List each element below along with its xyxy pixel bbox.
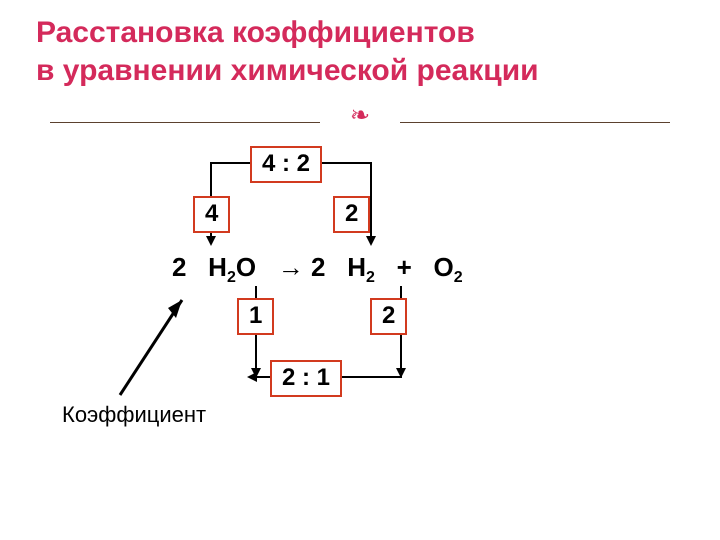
- eq-plus-icon: +: [397, 252, 412, 282]
- box-oxygen-left: 1: [237, 298, 274, 335]
- divider-rule-right: [400, 122, 670, 123]
- top-bracket-arrowhead-left: [206, 236, 216, 246]
- eq-product-1: H2: [347, 252, 375, 282]
- box-hydrogen-left: 4: [193, 196, 230, 233]
- title-line-1: Расстановка коэффициентов: [36, 16, 475, 49]
- title-divider: ❧: [0, 108, 720, 138]
- divider-ornament-icon: ❧: [345, 104, 375, 128]
- box-oxygen-right: 2: [370, 298, 407, 335]
- coefficient-pointer-arrow: [110, 290, 200, 400]
- box-ratio-top: 4 : 2: [250, 146, 322, 183]
- eq-arrow-icon: →: [278, 252, 304, 282]
- divider-rule-left: [50, 122, 320, 123]
- eq-product-2: O2: [433, 252, 462, 282]
- eq-coef-2: 2: [311, 252, 325, 283]
- coefficient-label: Коэффициент: [62, 402, 206, 428]
- chemical-equation: 2 H2O → 2 H2 + O2: [172, 252, 463, 283]
- bottom-bracket-arrowhead-v-left: [251, 368, 261, 378]
- box-hydrogen-right: 2: [333, 196, 370, 233]
- slide-title: Расстановка коэффициентов в уравнении хи…: [36, 14, 539, 89]
- eq-coef-1: 2: [172, 252, 186, 282]
- title-line-2: в уравнении химической реакции: [36, 54, 539, 87]
- box-ratio-bottom: 2 : 1: [270, 360, 342, 397]
- slide-stage: Расстановка коэффициентов в уравнении хи…: [0, 0, 720, 540]
- bottom-bracket-arrowhead-v-right: [396, 368, 406, 378]
- top-bracket-arrowhead-right: [366, 236, 376, 246]
- eq-reactant: H2O: [208, 252, 256, 282]
